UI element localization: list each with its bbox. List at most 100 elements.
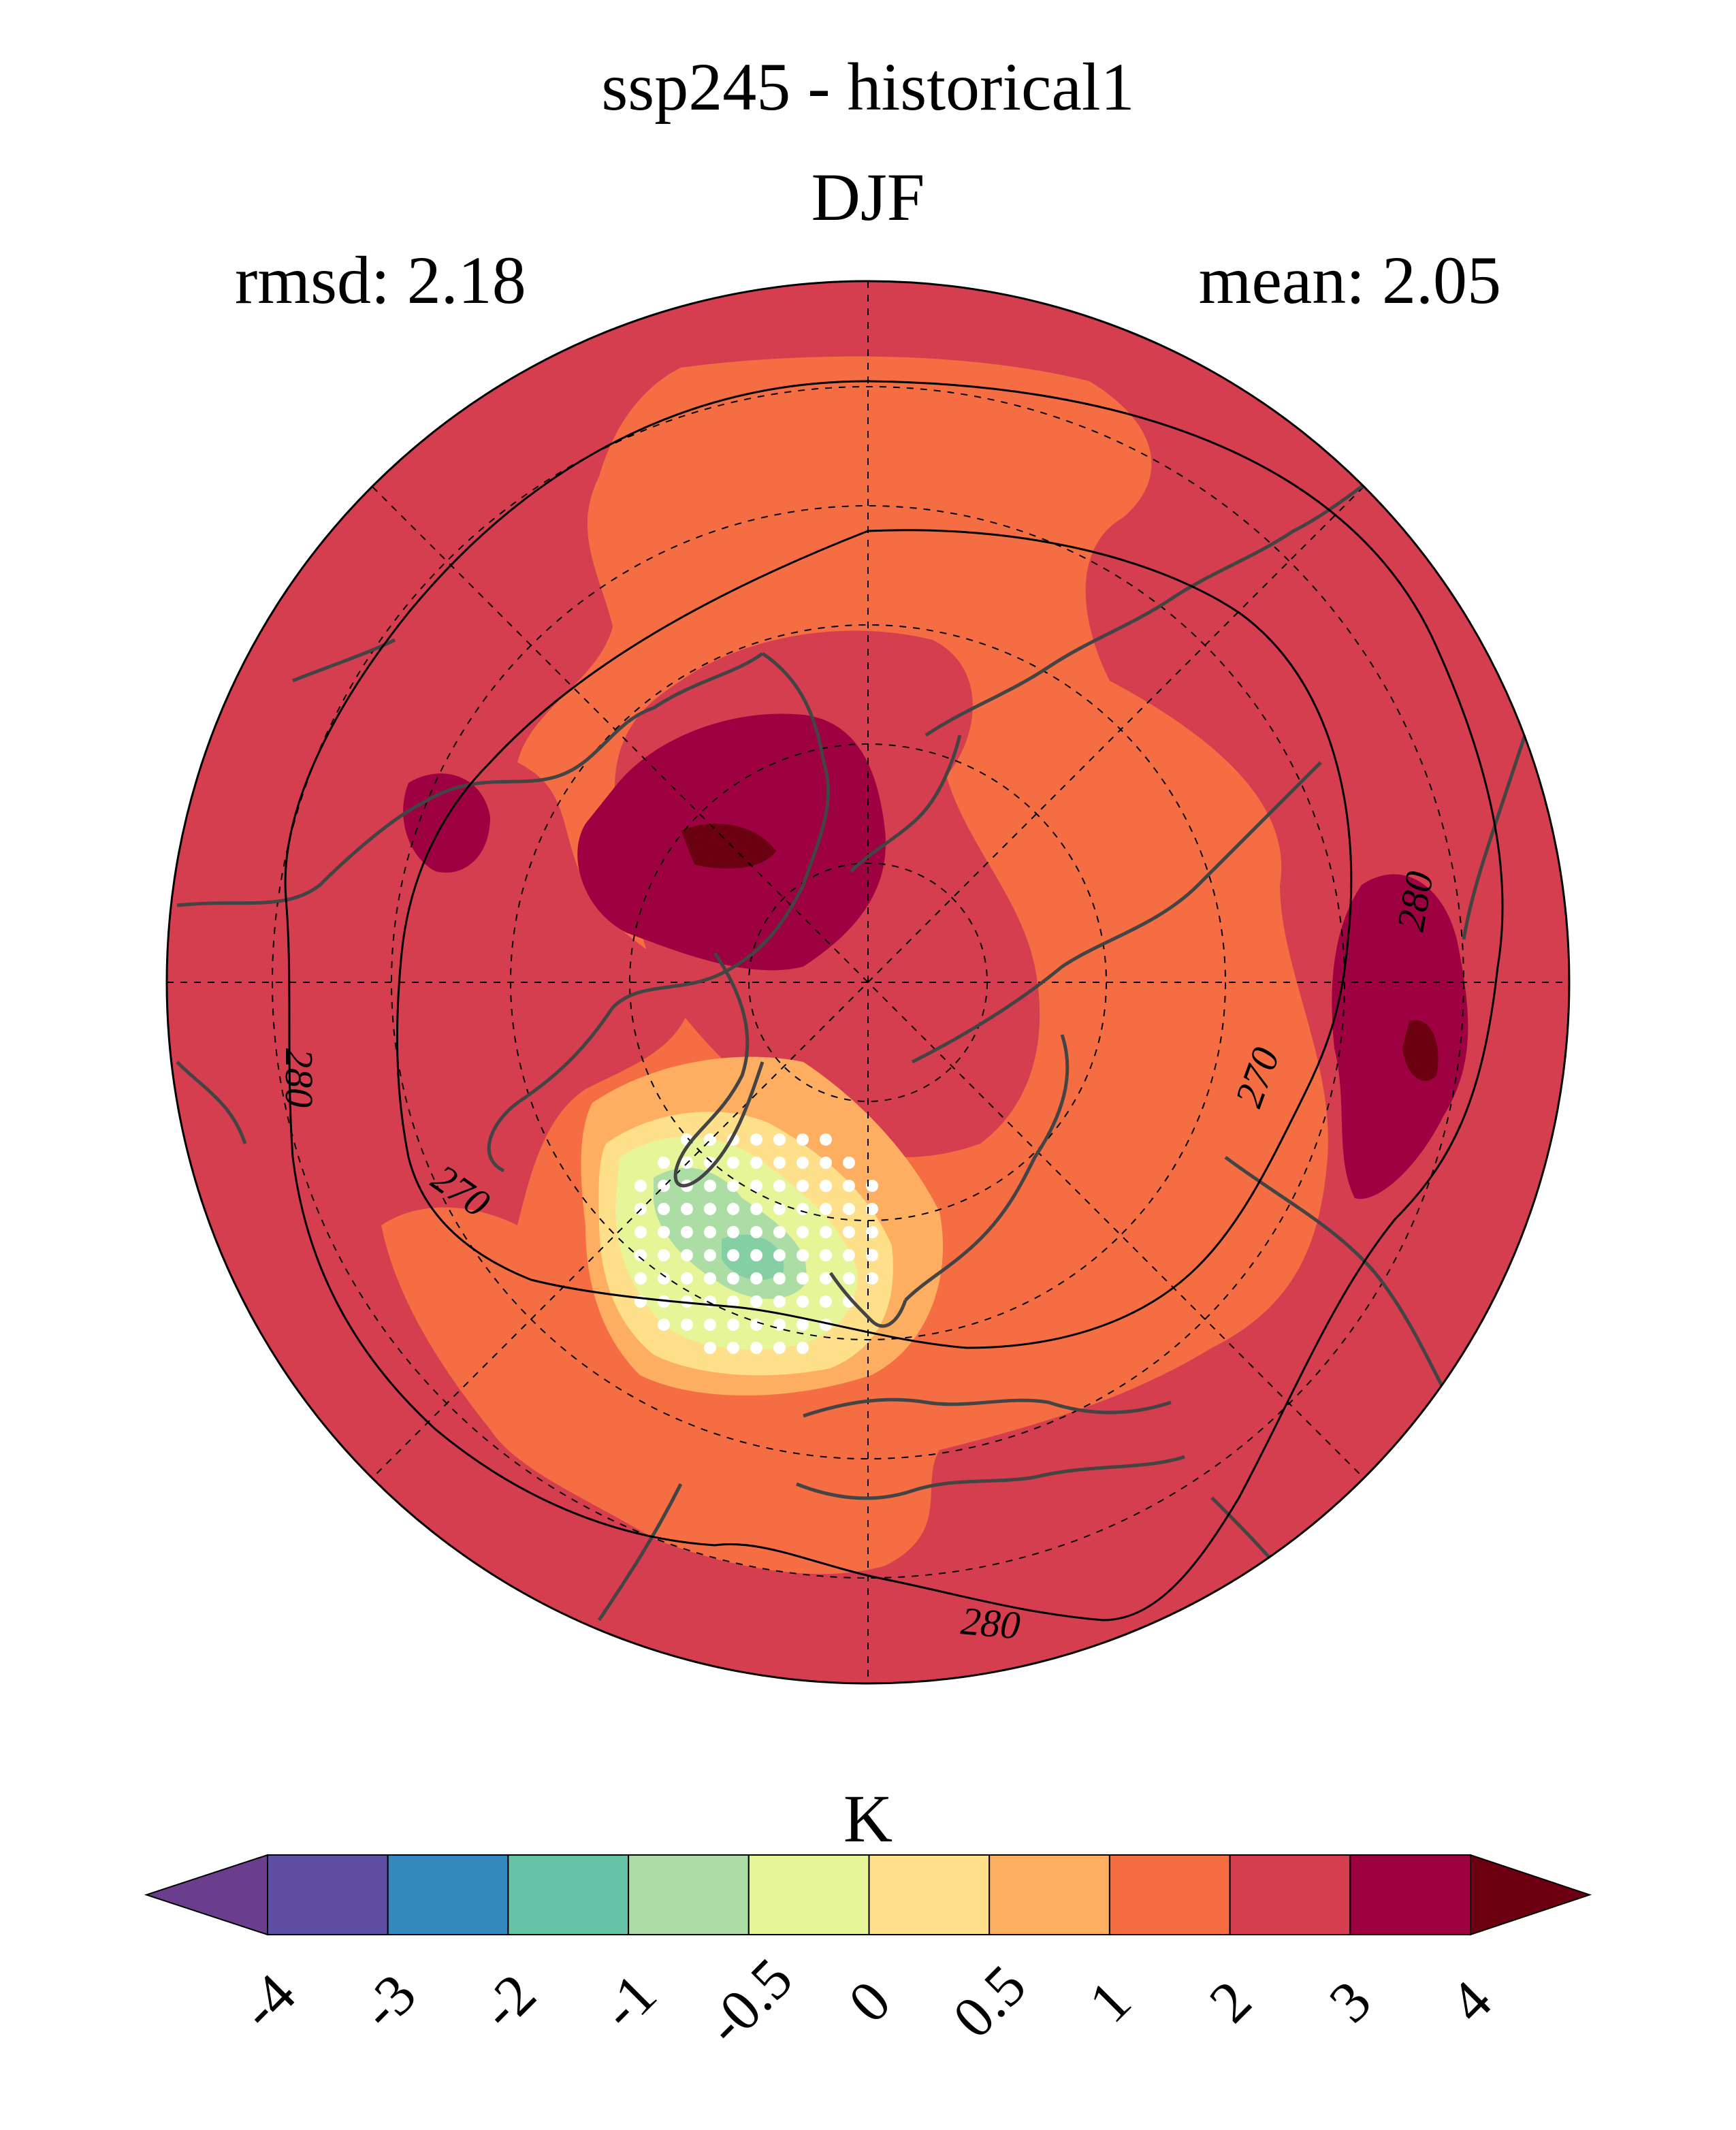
stipple-dot — [773, 1203, 786, 1215]
colorbar-extend-high — [1470, 1854, 1592, 1936]
stipple-dot — [820, 1295, 832, 1308]
stipple-dot — [820, 1272, 832, 1285]
stipple-dot — [797, 1272, 809, 1285]
stipple-dot — [773, 1133, 786, 1146]
stipple-dot — [797, 1226, 809, 1238]
stipple-dot — [750, 1133, 762, 1146]
stipple-dot — [681, 1203, 693, 1215]
stipple-dot — [866, 1272, 878, 1285]
stipple-dot — [820, 1157, 832, 1169]
stipple-dot — [658, 1203, 670, 1215]
coastlines — [176, 474, 1541, 1621]
stipple-dot — [866, 1203, 878, 1215]
stipple-dot — [750, 1249, 762, 1261]
contour-label-280-south: 280 — [959, 1598, 1022, 1647]
stipple-dot — [727, 1272, 739, 1285]
stipple-dot — [750, 1272, 762, 1285]
stipple-dot — [773, 1226, 786, 1238]
polar-map: 280 270 270 280 280 — [165, 280, 1571, 1685]
stipple-dot — [773, 1249, 786, 1261]
stipple-dot — [820, 1249, 832, 1261]
colorbar-segment — [748, 1854, 870, 1935]
stipple-dot — [820, 1226, 832, 1238]
colorbar-segment — [628, 1854, 750, 1935]
significance-stippling — [634, 1133, 878, 1354]
season-label: DJF — [811, 159, 925, 235]
stipple-dot — [681, 1226, 693, 1238]
stipple-dot — [773, 1295, 786, 1308]
stipple-dot — [773, 1157, 786, 1169]
stipple-dot — [727, 1226, 739, 1238]
colorbar-unit: K — [843, 1781, 893, 1856]
climatology-contours — [284, 380, 1504, 1621]
stipple-dot — [750, 1319, 762, 1331]
stipple-dot — [797, 1249, 809, 1261]
rmsd-label: rmsd: 2.18 — [235, 242, 526, 318]
stipple-dot — [750, 1342, 762, 1354]
stipple-dot — [843, 1226, 855, 1238]
stipple-dot — [773, 1272, 786, 1285]
stipple-dot — [843, 1249, 855, 1261]
stipple-dot — [727, 1249, 739, 1261]
stipple-dot — [797, 1319, 809, 1331]
stipple-dot — [704, 1249, 716, 1261]
colorbar-segment — [387, 1854, 509, 1935]
stipple-dot — [866, 1226, 878, 1238]
graticule — [167, 281, 1569, 1683]
stipple-dot — [866, 1249, 878, 1261]
stipple-dot — [704, 1203, 716, 1215]
colorbar-segment — [1108, 1854, 1231, 1935]
stipple-dot — [727, 1180, 739, 1192]
stipple-dot — [634, 1249, 647, 1261]
plot-title: ssp245 - historical1 — [601, 49, 1135, 125]
stipple-dot — [681, 1295, 693, 1308]
colorbar-segment — [1349, 1854, 1472, 1935]
stipple-dot — [727, 1203, 739, 1215]
colorbar-segment — [1229, 1854, 1351, 1935]
stipple-dot — [681, 1272, 693, 1285]
stipple-dot — [750, 1157, 762, 1169]
stipple-dot — [704, 1180, 716, 1192]
stipple-dot — [658, 1272, 670, 1285]
colorbar-segment — [267, 1854, 389, 1935]
stipple-dot — [797, 1342, 809, 1354]
stipple-dot — [797, 1180, 809, 1192]
stipple-dot — [727, 1342, 739, 1354]
map-frame — [165, 280, 1571, 1685]
anomaly-above-4-region — [681, 824, 776, 869]
stipple-dot — [681, 1319, 693, 1331]
stipple-dot — [634, 1180, 647, 1192]
stipple-dot — [727, 1319, 739, 1331]
colorbar-segment — [868, 1854, 991, 1935]
stipple-dot — [704, 1226, 716, 1238]
stipple-dot — [658, 1157, 670, 1169]
stipple-dot — [843, 1203, 855, 1215]
anomaly-3to4-alaska — [403, 773, 490, 873]
stipple-dot — [681, 1249, 693, 1261]
stipple-dot — [750, 1180, 762, 1192]
stipple-dot — [866, 1180, 878, 1192]
stipple-dot — [797, 1295, 809, 1308]
stipple-dot — [773, 1180, 786, 1192]
stipple-dot — [704, 1342, 716, 1354]
stipple-dot — [634, 1272, 647, 1285]
stipple-dot — [797, 1133, 809, 1146]
stipple-dot — [843, 1180, 855, 1192]
stipple-dot — [797, 1157, 809, 1169]
stipple-dot — [704, 1319, 716, 1331]
mean-label: mean: 2.05 — [1198, 242, 1501, 318]
stipple-dot — [843, 1272, 855, 1285]
anomaly-above-4-siberia — [1402, 1020, 1438, 1081]
stipple-dot — [658, 1295, 670, 1308]
stipple-dot — [843, 1157, 855, 1169]
stipple-dot — [820, 1133, 832, 1146]
stipple-dot — [750, 1295, 762, 1308]
colorbar-extend-low — [144, 1854, 268, 1936]
colorbar-segment — [507, 1854, 630, 1935]
stipple-dot — [750, 1203, 762, 1215]
stipple-dot — [658, 1226, 670, 1238]
stipple-dot — [820, 1180, 832, 1192]
stipple-dot — [634, 1226, 647, 1238]
stipple-dot — [704, 1272, 716, 1285]
